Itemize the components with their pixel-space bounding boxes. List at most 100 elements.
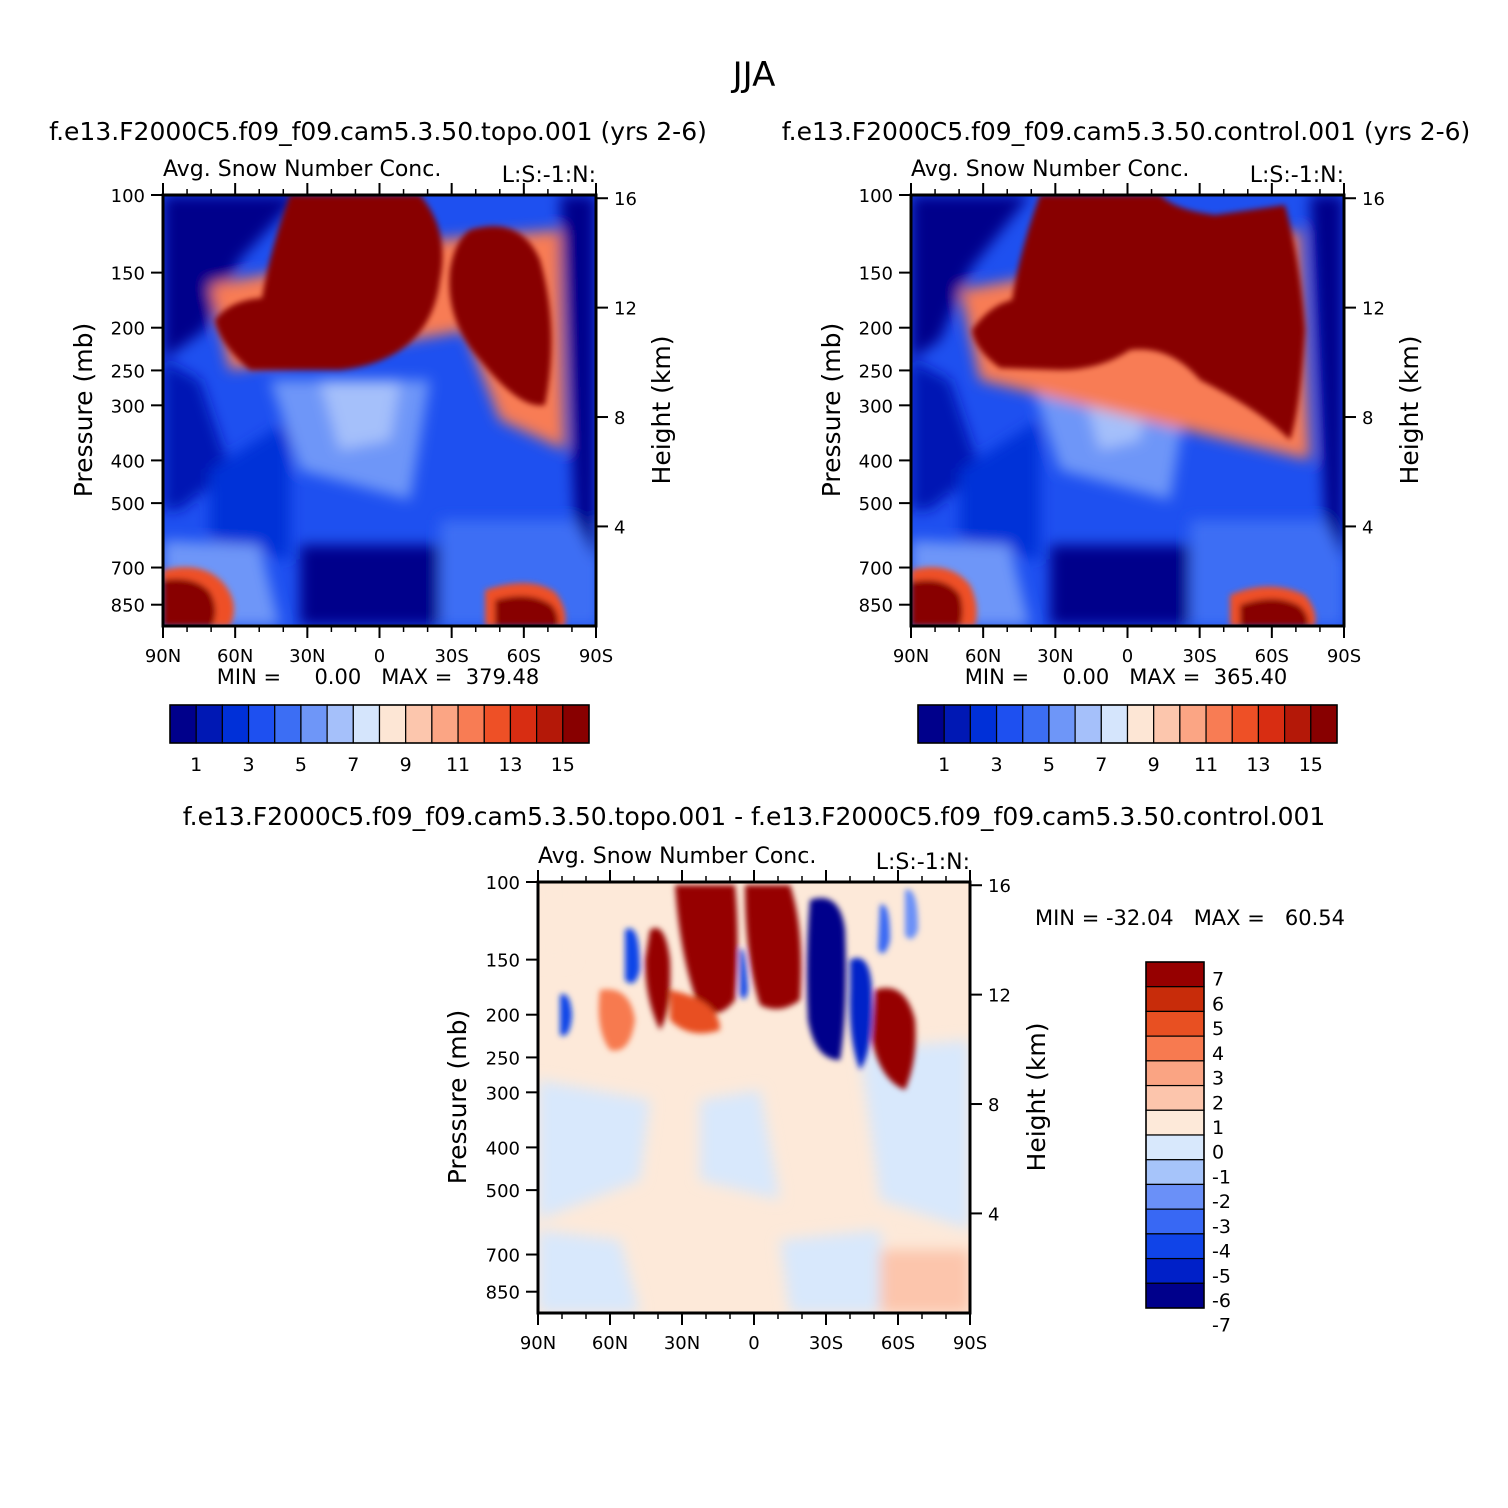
y-tick-label-right: 16	[614, 189, 637, 210]
colorbar-label: 3	[243, 754, 255, 776]
y-tick-label: 300	[859, 396, 893, 417]
colorbar-swatch	[326, 704, 354, 744]
y-tick-label: 400	[859, 451, 893, 472]
panel-control: f.e13.F2000C5.f09_f09.cam5.3.50.control.…	[782, 117, 1471, 776]
x-tick-label: 30S	[1182, 646, 1216, 667]
panel-topo: f.e13.F2000C5.f09_f09.cam5.3.50.topo.001…	[49, 117, 707, 776]
min-max-label: MIN = 0.00 MAX = 379.48	[217, 665, 539, 689]
colorbar-swatch	[1145, 1208, 1205, 1235]
y-tick-label: 300	[486, 1083, 520, 1104]
y-tick-label: 150	[859, 264, 893, 285]
y-tick-label: 200	[859, 319, 893, 340]
x-tick-label: 90N	[145, 646, 181, 667]
colorbar-label: 7	[347, 754, 359, 776]
x-tick-label: 60S	[1255, 646, 1289, 667]
y-tick-label: 100	[486, 873, 520, 894]
x-tick-label: 60N	[592, 1333, 628, 1354]
colorbar-swatch	[1145, 1084, 1205, 1111]
colorbar-swatch	[917, 704, 945, 744]
x-tick-label: 30S	[434, 646, 468, 667]
colorbar-label: -4	[1212, 1241, 1231, 1263]
y-tick-label: 200	[111, 319, 145, 340]
y-tick-label-right: 12	[614, 299, 637, 320]
colorbar-swatch	[221, 704, 250, 744]
y-tick-label: 700	[111, 559, 145, 580]
y-tick-label: 500	[486, 1181, 520, 1202]
x-tick-label: 60N	[965, 646, 1001, 667]
colorbar-label: 6	[1212, 993, 1224, 1015]
y-tick-label: 850	[486, 1283, 520, 1304]
x-tick-label: 30N	[289, 646, 325, 667]
y-axis-label-right: Height (km)	[1022, 1023, 1051, 1172]
y-tick-label-right: 4	[1362, 517, 1373, 538]
colorbar-swatch	[1145, 1183, 1205, 1210]
colorbar-swatch	[300, 704, 328, 744]
colorbar-label: 11	[1194, 754, 1218, 776]
variable-title: Avg. Snow Number Conc.	[911, 157, 1189, 182]
y-axis-label-left: Pressure (mb)	[69, 323, 98, 497]
y-tick-label: 150	[111, 264, 145, 285]
colorbar-swatch	[1145, 1159, 1205, 1186]
colorbar-swatch	[1022, 704, 1050, 744]
colorbar-swatch	[1205, 704, 1233, 744]
colorbar-label: 2	[1212, 1092, 1224, 1114]
colorbar-label: 1	[938, 754, 950, 776]
colorbar-swatch	[1145, 1060, 1205, 1087]
colorbar-swatch	[1145, 1257, 1205, 1284]
colorbar-label: 13	[1246, 754, 1270, 776]
colorbar-swatch	[1145, 961, 1205, 988]
colorbar-swatch	[457, 704, 485, 744]
y-tick-label: 250	[486, 1048, 520, 1069]
colorbar-label: 3	[991, 754, 1003, 776]
colorbar-label: 4	[1212, 1043, 1224, 1065]
colorbar-swatch	[1145, 1134, 1205, 1161]
colorbar-label: 5	[295, 754, 307, 776]
colorbar-label: 1	[1212, 1117, 1224, 1139]
colorbar-swatch	[1231, 704, 1260, 744]
contour-field	[163, 195, 596, 626]
colorbar-swatch	[509, 704, 538, 744]
colorbar: 1 3 5 7 9 11 13 15	[917, 704, 1338, 776]
y-tick-label: 250	[111, 361, 145, 382]
colorbar-swatch	[247, 704, 276, 744]
colorbar-swatch	[562, 704, 590, 744]
colorbar-swatch	[1257, 704, 1286, 744]
colorbar-label: -5	[1212, 1265, 1231, 1287]
y-tick-label-right: 4	[614, 517, 625, 538]
y-tick-label-right: 4	[988, 1204, 999, 1225]
variable-title: Avg. Snow Number Conc.	[163, 157, 441, 182]
colorbar-swatch	[483, 704, 512, 744]
colorbar-swatch	[1153, 704, 1181, 744]
colorbar-swatch	[1145, 1233, 1205, 1260]
case-title: f.e13.F2000C5.f09_f09.cam5.3.50.topo.001…	[49, 117, 707, 146]
y-tick-label: 500	[859, 494, 893, 515]
colorbar-swatch	[1145, 1010, 1205, 1037]
colorbar-swatch	[195, 704, 223, 744]
colorbar-swatch	[536, 704, 564, 744]
x-tick-label: 30S	[809, 1333, 843, 1354]
y-tick-label-right: 16	[1362, 189, 1385, 210]
y-tick-label-right: 8	[1362, 408, 1373, 429]
colorbar-swatch	[1179, 704, 1207, 744]
colorbar-label: 7	[1095, 754, 1107, 776]
y-tick-label: 850	[859, 596, 893, 617]
colorbar-swatch	[431, 704, 459, 744]
y-tick-label: 250	[859, 361, 893, 382]
y-tick-label: 700	[859, 559, 893, 580]
case-title: f.e13.F2000C5.f09_f09.cam5.3.50.control.…	[782, 117, 1471, 146]
colorbar-swatch	[943, 704, 971, 744]
colorbar-swatch	[169, 704, 197, 744]
colorbar-swatch	[995, 704, 1024, 744]
x-tick-label: 60S	[507, 646, 541, 667]
colorbar-label: 15	[1299, 754, 1323, 776]
colorbar-label: 5	[1212, 1018, 1224, 1040]
colorbar-label: -6	[1212, 1290, 1231, 1312]
panel-difference: f.e13.F2000C5.f09_f09.cam5.3.50.topo.001…	[183, 802, 1345, 1354]
y-axis-label-left: Pressure (mb)	[817, 323, 846, 497]
colorbar-swatch	[1145, 1282, 1205, 1309]
colorbar-swatch	[1126, 704, 1155, 744]
x-tick-label: 30N	[1037, 646, 1073, 667]
colorbar-swatch	[969, 704, 998, 744]
min-max-label: MIN = -32.04 MAX = 60.54	[1035, 906, 1345, 930]
